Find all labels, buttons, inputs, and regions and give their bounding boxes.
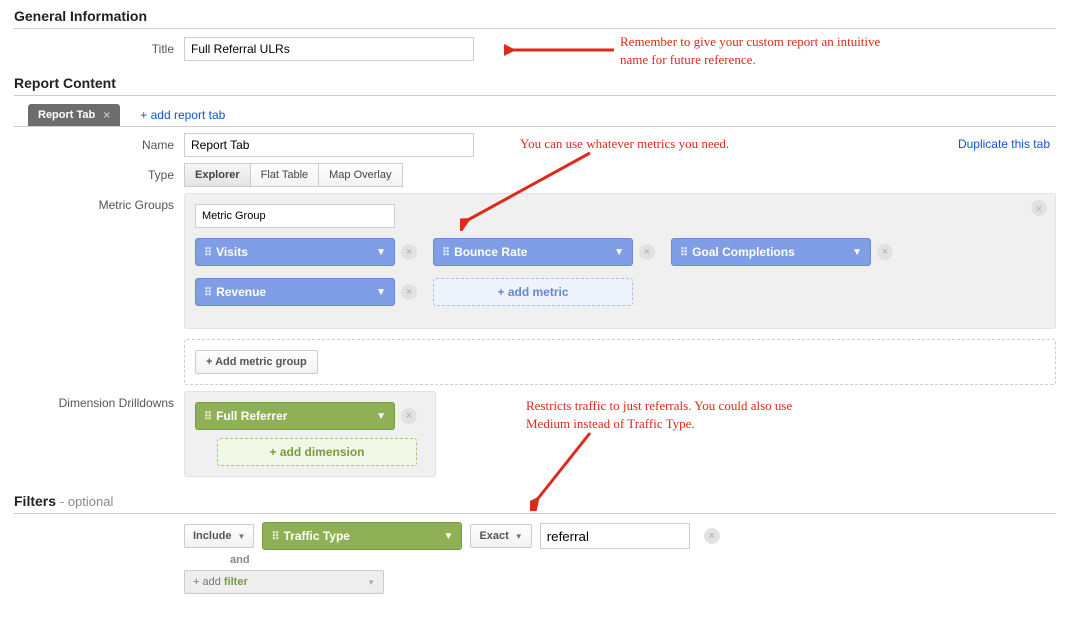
chevron-down-icon: ▼ — [376, 247, 386, 258]
report-tab-active[interactable]: Report Tab × — [28, 104, 120, 126]
chevron-down-icon: ▼ — [515, 532, 523, 541]
grip-icon: ⠿ — [204, 411, 210, 423]
metric-goal-completions[interactable]: ⠿Goal Completions ▼ — [671, 238, 871, 266]
duplicate-tab-link[interactable]: Duplicate this tab — [958, 137, 1050, 151]
dimension-drilldowns-label: Dimension Drilldowns — [14, 391, 184, 410]
add-filter-button[interactable]: + add filter ▼ — [184, 570, 384, 594]
remove-metric-icon[interactable]: × — [401, 244, 417, 260]
add-metric-group-box: + Add metric group — [184, 339, 1056, 385]
chevron-down-icon: ▼ — [376, 411, 386, 422]
grip-icon: ⠿ — [680, 247, 686, 259]
section-filters-title: Filters - optional — [14, 493, 1056, 514]
metric-revenue[interactable]: ⠿Revenue ▼ — [195, 278, 395, 306]
add-metric-button[interactable]: + add metric — [433, 278, 633, 306]
filter-include-select[interactable]: Include ▼ — [184, 524, 254, 548]
metric-groups-label: Metric Groups — [14, 193, 184, 212]
add-dimension-button[interactable]: + add dimension — [217, 438, 417, 466]
title-label: Title — [14, 37, 184, 56]
section-report-title: Report Content — [14, 75, 1056, 96]
chevron-down-icon: ▼ — [614, 247, 624, 258]
metric-visits[interactable]: ⠿Visits ▼ — [195, 238, 395, 266]
metric-group-box: × ⠿Visits ▼ × ⠿Bounce Rate ▼ × — [184, 193, 1056, 329]
chevron-down-icon: ▼ — [852, 247, 862, 258]
name-label: Name — [14, 133, 184, 152]
filter-value-input[interactable] — [540, 523, 690, 549]
chevron-down-icon: ▼ — [376, 287, 386, 298]
chevron-down-icon: ▼ — [238, 532, 246, 541]
filter-match-select[interactable]: Exact ▼ — [470, 524, 531, 548]
filter-dimension-traffic-type[interactable]: ⠿Traffic Type ▼ — [262, 522, 462, 550]
remove-metric-group-icon[interactable]: × — [1031, 200, 1047, 216]
metric-group-name-input[interactable] — [195, 204, 395, 228]
remove-metric-icon[interactable]: × — [401, 284, 417, 300]
chevron-down-icon: ▼ — [444, 531, 454, 542]
add-metric-group-button[interactable]: + Add metric group — [195, 350, 318, 374]
grip-icon: ⠿ — [204, 247, 210, 259]
remove-metric-icon[interactable]: × — [877, 244, 893, 260]
metric-bounce-rate[interactable]: ⠿Bounce Rate ▼ — [433, 238, 633, 266]
add-report-tab-link[interactable]: + add report tab — [140, 108, 225, 122]
grip-icon: ⠿ — [442, 247, 448, 259]
dimension-box: ⠿Full Referrer ▼ × + add dimension — [184, 391, 436, 477]
type-map-overlay-button[interactable]: Map Overlay — [319, 163, 402, 187]
type-explorer-button[interactable]: Explorer — [184, 163, 251, 187]
remove-dimension-icon[interactable]: × — [401, 408, 417, 424]
chevron-down-icon: ▼ — [367, 578, 375, 587]
grip-icon: ⠿ — [204, 287, 210, 299]
title-input[interactable] — [184, 37, 474, 61]
filter-and-label: and — [230, 554, 1056, 566]
optional-label: - optional — [60, 494, 113, 509]
close-tab-icon[interactable]: × — [103, 108, 110, 122]
section-general-title: General Information — [14, 8, 1056, 29]
type-flat-table-button[interactable]: Flat Table — [251, 163, 320, 187]
type-label: Type — [14, 163, 184, 182]
remove-filter-icon[interactable]: × — [704, 528, 720, 544]
report-tab-label: Report Tab — [38, 109, 95, 121]
name-input[interactable] — [184, 133, 474, 157]
dimension-full-referrer[interactable]: ⠿Full Referrer ▼ — [195, 402, 395, 430]
remove-metric-icon[interactable]: × — [639, 244, 655, 260]
grip-icon: ⠿ — [271, 531, 277, 543]
